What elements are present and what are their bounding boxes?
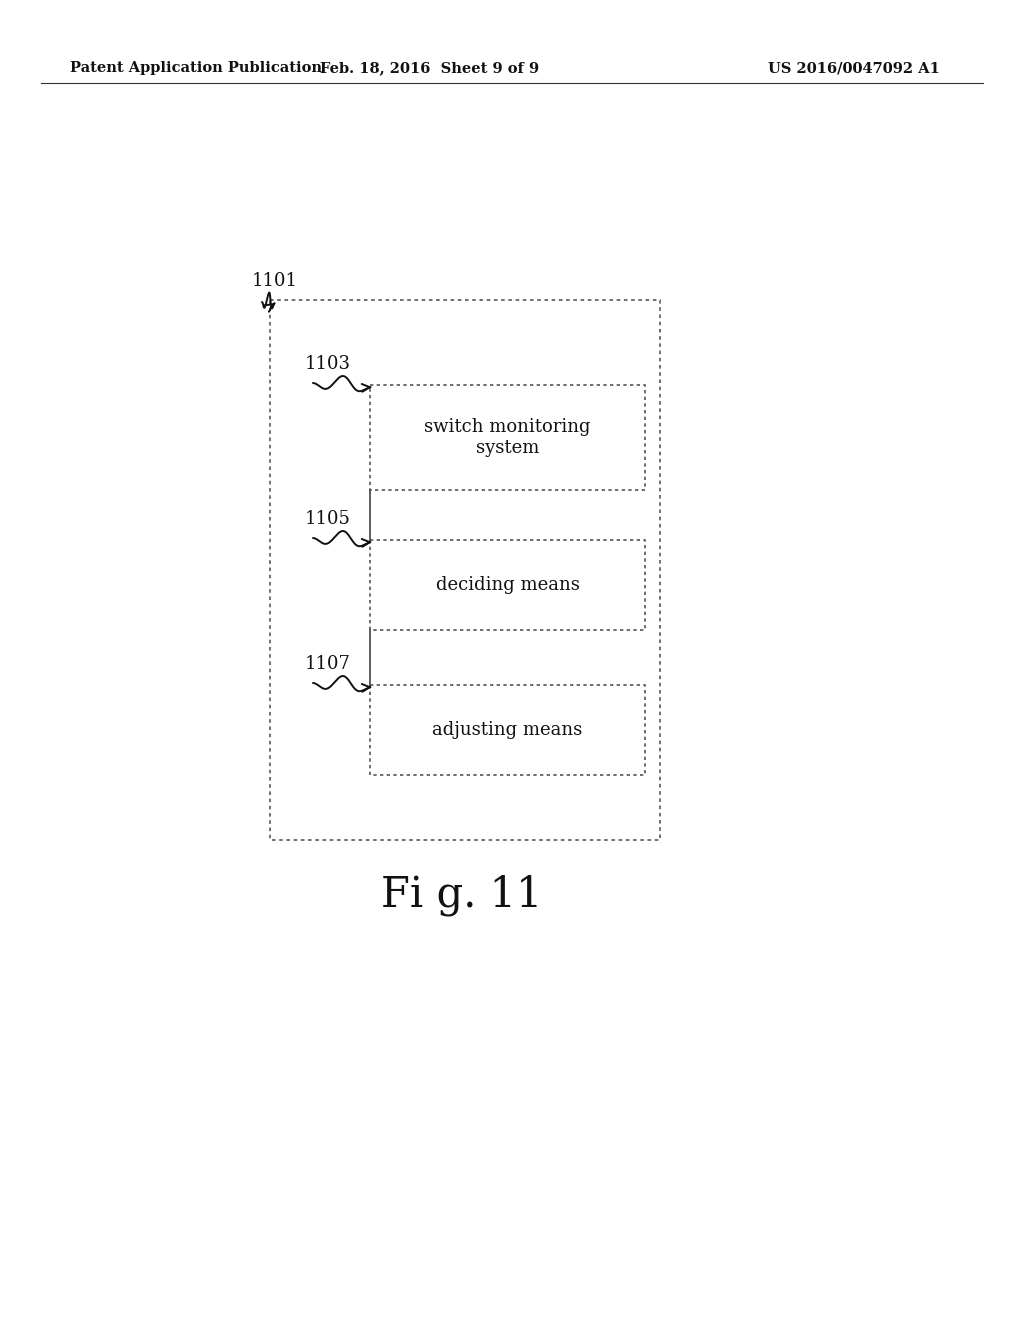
Text: Patent Application Publication: Patent Application Publication xyxy=(70,61,322,75)
Text: US 2016/0047092 A1: US 2016/0047092 A1 xyxy=(768,61,940,75)
Text: deciding means: deciding means xyxy=(435,576,580,594)
Text: Fi g. 11: Fi g. 11 xyxy=(381,874,543,916)
Text: switch monitoring
system: switch monitoring system xyxy=(424,418,591,457)
Bar xyxy=(370,385,645,490)
Text: 1101: 1101 xyxy=(252,272,298,290)
Text: 1105: 1105 xyxy=(305,510,351,528)
Text: Feb. 18, 2016  Sheet 9 of 9: Feb. 18, 2016 Sheet 9 of 9 xyxy=(321,61,540,75)
Bar xyxy=(370,540,645,630)
Text: 1103: 1103 xyxy=(305,355,351,374)
Text: 1107: 1107 xyxy=(305,655,351,673)
Bar xyxy=(370,685,645,775)
Text: adjusting means: adjusting means xyxy=(432,721,583,739)
Bar xyxy=(270,300,660,840)
